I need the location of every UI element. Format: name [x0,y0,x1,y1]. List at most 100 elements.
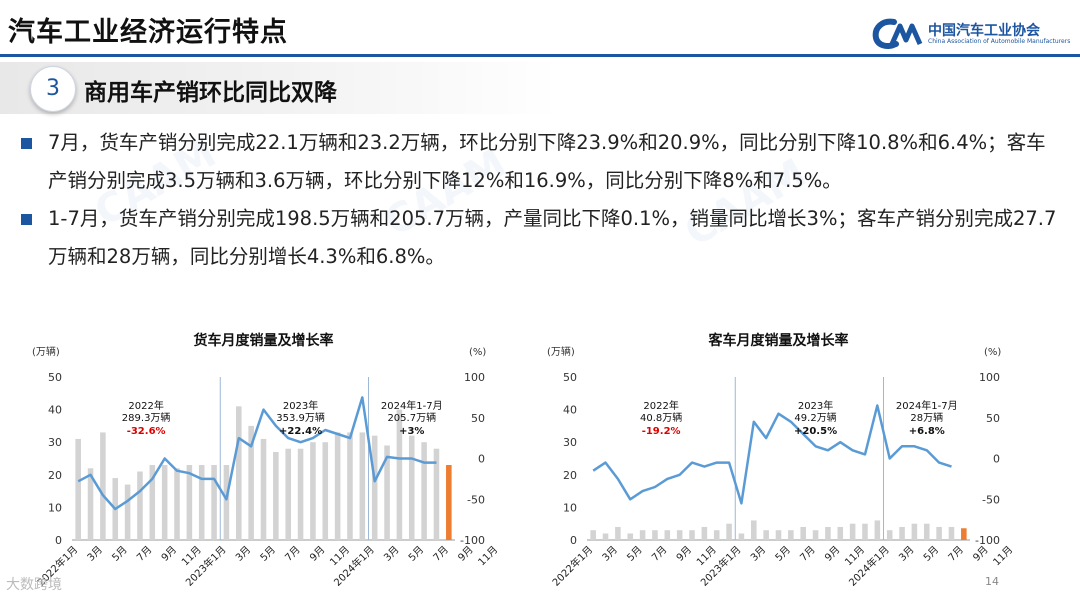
annotation-year: 2022年 [643,399,678,412]
y-tick-label: 0 [55,534,62,547]
sales-bar [948,526,955,540]
annotation-total: 28万辆 [910,411,943,424]
logo-text-en: China Association of Automobile Manufact… [928,38,1071,45]
sales-bar [639,530,646,540]
sales-bar [100,432,106,540]
x-tick-label: 7月 [283,544,303,564]
sales-bar [421,442,427,540]
chart-title: 货车月度销量及增长率 [193,332,334,349]
annotation-year: 2024年1-7月 [381,399,443,412]
x-tick-label: 11月 [991,544,1016,569]
y-tick-label: 40 [48,404,62,417]
x-tick-label: 3月 [748,544,768,564]
sales-bar [211,465,217,540]
annotation-year: 2023年 [283,399,318,412]
sales-bar [408,435,415,540]
annotation-total: 353.9万辆 [276,411,325,424]
sales-bar [602,533,609,540]
page-number: 14 [985,575,999,588]
bus-sales-chart: 客车月度销量及增长率 (万辆) (%) 0 10 20 30 40 50 -100 -50 0 50 10… [545,325,1045,600]
sales-bar [87,468,94,540]
section-heading: 商用车产销环比同比双降 [84,80,337,106]
bullet-square-icon [21,138,32,149]
sales-bar [347,432,353,540]
x-tick-label: 7月 [798,544,818,564]
annotation-total: 49.2万辆 [794,411,836,424]
annotation-year: 2024年1-7月 [896,399,958,412]
sales-bar [297,448,304,540]
sales-bar [359,432,366,540]
sales-bar [310,442,316,540]
sales-bar [273,451,279,540]
x-tick-label: 9月 [307,544,327,564]
y-tick-label: 30 [48,436,62,449]
sales-bar [124,484,131,540]
sales-bar [899,526,905,540]
sales-bar [627,533,634,540]
sales-bar [396,409,403,540]
bullet-item: 7月，货车产销分别完成22.1万辆和23.2万辆，环比分别下降23.9%和20.… [18,124,1058,200]
y2-tick-label: -100 [975,534,1000,547]
sales-bar [149,465,156,540]
section-banner [0,62,560,114]
bullet-text: 1-7月，货车产销分别完成198.5万辆和205.7万辆，产量同比下降0.1%，… [48,207,1057,268]
x-tick-label: 3月 [896,544,916,564]
sales-bar [322,442,329,540]
sales-bar [248,425,254,540]
sales-bar [751,520,757,540]
sales-bar [923,523,930,540]
annotation-growth: +22.4% [279,426,322,437]
sales-bar [763,530,769,540]
y-tick-label: 20 [48,469,62,482]
right-axis-unit: (%) [984,347,1001,358]
sales-bar [961,528,967,540]
sales-bar [886,530,893,540]
y2-tick-label: -100 [460,534,485,547]
left-axis-unit: (万辆) [32,345,60,358]
title-divider [0,54,1080,57]
sales-bar [371,435,378,540]
y-tick-label: 50 [563,371,577,384]
sales-bar [788,530,794,540]
annotation-year: 2023年 [798,399,833,412]
y-tick-label: 10 [48,501,62,514]
y-tick-label: 30 [563,436,577,449]
y-tick-label: 0 [570,534,577,547]
sales-bar [812,530,819,540]
footer-brand: 大数跨境 [6,577,62,593]
x-tick-label: 2022年1月 [549,543,595,589]
x-tick-label: 5月 [406,544,426,564]
sales-bar [75,438,81,540]
annotation-growth: +6.8% [909,426,945,437]
chart-svg: 货车月度销量及增长率 (万辆) (%) 0 10 20 30 40 50 -100 -50 0 50 10… [32,332,500,589]
x-tick-label: 5月 [258,544,278,564]
y2-tick-label: -50 [467,493,485,506]
x-tick-label: 5月 [110,544,130,564]
sales-bar [223,465,230,540]
logo-text-cn: 中国汽车工业协会 [928,23,1040,39]
x-tick-label: 5月 [773,544,793,564]
truck-sales-chart: 货车月度销量及增长率 (万辆) (%) 0 10 20 30 40 50 -100 -50 0 50 10… [30,325,530,600]
bullet-square-icon [21,214,32,225]
bullet-item: 1-7月，货车产销分别完成198.5万辆和205.7万辆，产量同比下降0.1%，… [18,200,1058,276]
sales-bar [911,523,918,540]
right-axis-unit: (%) [469,347,486,358]
chart-svg: 客车月度销量及增长率 (万辆) (%) 0 10 20 30 40 50 -100 -50 0 50 10… [547,332,1016,589]
bullet-text: 7月，货车产销分别完成22.1万辆和23.2万辆，环比分别下降23.9%和20.… [48,131,1046,192]
y2-tick-label: 0 [993,453,1000,466]
sales-bar [236,406,242,540]
x-tick-label: 9月 [822,544,842,564]
x-tick-label: 3月 [600,544,620,564]
sales-bar [186,465,193,540]
x-tick-label: 9月 [159,544,179,564]
annotation-total: 289.3万辆 [122,411,171,424]
sales-bar [384,445,390,540]
x-tick-label: 3月 [381,544,401,564]
sales-bar [174,468,180,540]
left-axis-unit: (万辆) [547,345,575,358]
annotation-total: 40.8万辆 [640,411,682,424]
x-tick-label: 5月 [921,544,941,564]
y2-tick-label: 100 [464,371,485,384]
annotation-growth: -19.2% [642,426,681,437]
y2-tick-label: 50 [471,412,485,425]
